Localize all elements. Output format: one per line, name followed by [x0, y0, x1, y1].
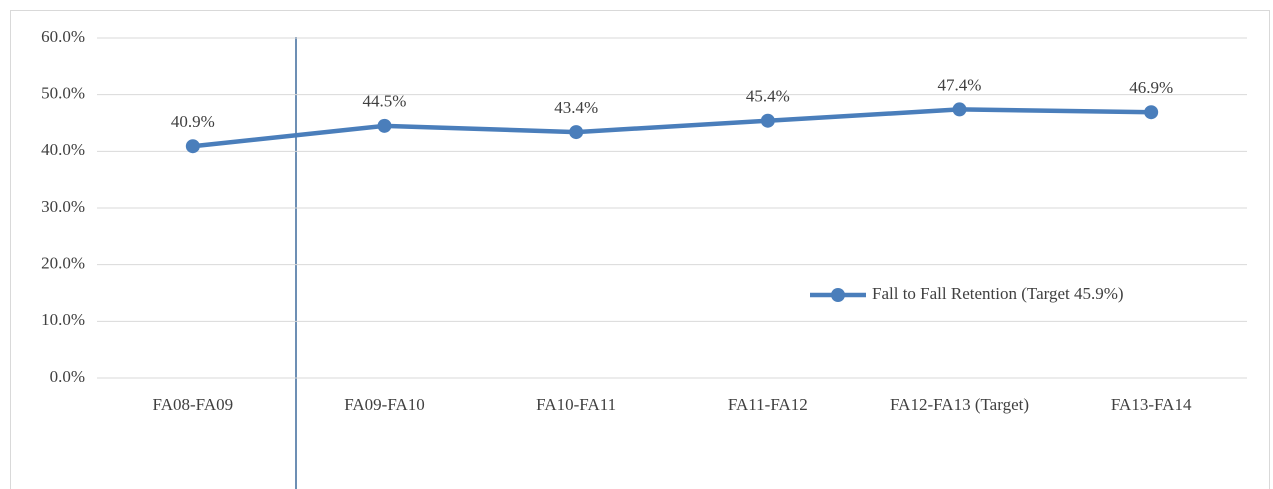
legend-marker [831, 288, 845, 302]
data-label: 44.5% [363, 92, 407, 111]
data-point [377, 118, 392, 133]
data-point [569, 125, 584, 140]
data-point [760, 113, 775, 128]
y-tick-label: 40.0% [41, 140, 85, 159]
data-line [192, 107, 1152, 149]
legend-label: Fall to Fall Retention (Target 45.9%) [872, 284, 1124, 303]
data-point [1144, 105, 1159, 120]
x-tick-label: FA13-FA14 [1111, 395, 1192, 414]
data-point [952, 102, 967, 117]
data-label: 47.4% [938, 75, 982, 94]
y-tick-label: 50.0% [41, 84, 85, 103]
data-label: 40.9% [171, 112, 215, 131]
x-tick-label: FA10-FA11 [536, 395, 616, 414]
y-tick-label: 10.0% [41, 310, 85, 329]
chart-frame [10, 10, 1270, 489]
y-tick-label: 30.0% [41, 197, 85, 216]
y-tick-label: 0.0% [50, 367, 85, 386]
y-tick-label: 60.0% [41, 27, 85, 46]
data-label: 46.9% [1129, 78, 1173, 97]
data-point [185, 139, 200, 154]
y-tick-label: 20.0% [41, 254, 85, 273]
x-tick-label: FA11-FA12 [728, 395, 808, 414]
data-label: 45.4% [746, 87, 790, 106]
x-tick-label: FA08-FA09 [153, 395, 234, 414]
x-tick-label: FA12-FA13 (Target) [890, 395, 1029, 414]
x-tick-label: FA09-FA10 [344, 395, 425, 414]
data-label: 43.4% [554, 98, 598, 117]
